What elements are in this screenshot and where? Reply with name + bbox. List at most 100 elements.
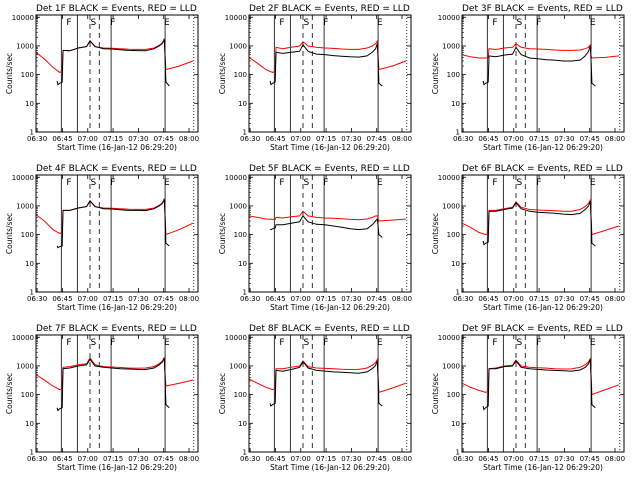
x-tick-label: 06:30 (240, 295, 260, 303)
x-tick-label: 07:45 (367, 135, 387, 143)
y-tick-label: 10000 (225, 334, 247, 342)
x-axis-label: Start Time (16-Jan-12 06:29:20) (57, 303, 177, 312)
panel-title: Det 6F BLACK = Events, RED = LLD (462, 164, 623, 174)
x-tick-label: 08:00 (179, 455, 199, 463)
x-tick-label: 06:30 (240, 455, 260, 463)
y-tick-label: 1 (243, 449, 247, 457)
interval-letter: F (110, 178, 115, 188)
interval-letter: S (304, 18, 310, 28)
series-events-line (56, 357, 170, 412)
y-tick-label: 100 (21, 391, 34, 399)
interval-letter: S (517, 178, 523, 188)
interval-letter: S (91, 18, 97, 28)
y-tick-label: 10 (451, 100, 460, 108)
interval-letter: F (536, 338, 541, 348)
y-tick-label: 10 (451, 420, 460, 428)
panel-det-2: Det 2F BLACK = Events, RED = LLD 1 10 100 10… (218, 4, 412, 152)
x-tick-label: 07:00 (504, 295, 524, 303)
y-tick-label: 100 (21, 71, 34, 79)
y-tick-label: 10 (25, 420, 34, 428)
x-tick-label: 06:45 (478, 455, 498, 463)
x-tick-label: 06:30 (27, 455, 47, 463)
y-tick-label: 1000 (229, 42, 247, 50)
x-axis-label: Start Time (16-Jan-12 06:29:20) (270, 143, 390, 152)
panel-title: Det 5F BLACK = Events, RED = LLD (249, 164, 410, 174)
y-axis-label: Counts/sec (5, 53, 14, 94)
x-tick-label: 07:30 (554, 135, 574, 143)
x-tick-label: 06:30 (453, 455, 473, 463)
x-tick-label: 06:45 (52, 455, 72, 463)
y-tick-label: 1000 (442, 42, 460, 50)
interval-letter: S (91, 178, 97, 188)
y-axis-label: Counts/sec (5, 213, 14, 254)
x-tick-label: 07:00 (78, 295, 98, 303)
x-tick-label: 07:00 (291, 295, 311, 303)
interval-letter: E (164, 338, 170, 348)
x-tick-label: 07:45 (154, 455, 174, 463)
x-tick-label: 07:30 (341, 455, 361, 463)
panel-title: Det 7F BLACK = Events, RED = LLD (36, 324, 197, 334)
y-tick-label: 10000 (12, 174, 34, 182)
x-tick-label: 07:00 (504, 135, 524, 143)
y-tick-label: 10 (451, 260, 460, 268)
x-tick-label: 07:45 (367, 455, 387, 463)
x-tick-label: 06:45 (265, 295, 285, 303)
y-axis-label: Counts/sec (218, 373, 227, 414)
x-tick-label: 08:00 (392, 295, 412, 303)
y-tick-label: 100 (447, 71, 460, 79)
interval-letter: F (66, 178, 71, 188)
y-tick-label: 100 (234, 71, 247, 79)
y-tick-label: 10 (25, 260, 34, 268)
x-tick-label: 07:45 (580, 135, 600, 143)
y-axis-label: Counts/sec (431, 53, 440, 94)
x-tick-label: 07:30 (554, 455, 574, 463)
interval-letter: F (110, 18, 115, 28)
panel-det-7: Det 7F BLACK = Events, RED = LLD 1 10 100 10… (5, 324, 199, 472)
y-tick-label: 1 (456, 449, 460, 457)
y-tick-label: 1 (243, 129, 247, 137)
interval-letter: E (164, 178, 170, 188)
y-tick-label: 100 (447, 391, 460, 399)
x-tick-label: 07:15 (316, 135, 336, 143)
x-tick-label: 07:15 (529, 455, 549, 463)
interval-letter: F (279, 338, 284, 348)
y-tick-label: 1000 (229, 202, 247, 210)
interval-letter: E (377, 18, 383, 28)
x-axis-label: Start Time (16-Jan-12 06:29:20) (270, 303, 390, 312)
interval-letter: E (377, 178, 383, 188)
series-events-line (56, 199, 170, 249)
x-axis-label: Start Time (16-Jan-12 06:29:20) (57, 143, 177, 152)
x-tick-label: 07:15 (103, 295, 123, 303)
x-tick-label: 08:00 (392, 455, 412, 463)
x-tick-label: 06:30 (240, 135, 260, 143)
series-events-line (269, 360, 383, 407)
x-tick-label: 06:45 (265, 135, 285, 143)
interval-letter: E (590, 18, 596, 28)
x-tick-label: 07:30 (341, 295, 361, 303)
interval-letter: F (492, 338, 497, 348)
series-lld-line (248, 210, 406, 222)
panel-det-9: Det 9F BLACK = Events, RED = LLD 1 10 100 10… (431, 324, 625, 472)
x-tick-label: 07:00 (78, 135, 98, 143)
x-tick-label: 07:00 (291, 455, 311, 463)
x-tick-label: 08:00 (605, 135, 625, 143)
plot-frame (248, 334, 412, 453)
y-tick-label: 1000 (442, 362, 460, 370)
y-tick-label: 1 (30, 129, 34, 137)
x-tick-label: 08:00 (605, 295, 625, 303)
y-tick-label: 100 (447, 231, 460, 239)
panel-title: Det 8F BLACK = Events, RED = LLD (249, 324, 410, 334)
x-tick-label: 07:15 (103, 455, 123, 463)
y-tick-label: 10 (238, 420, 247, 428)
series-events-line (482, 45, 596, 87)
interval-letter: E (590, 178, 596, 188)
interval-letter: F (66, 18, 71, 28)
plot-frame (461, 334, 625, 453)
y-axis-label: Counts/sec (431, 373, 440, 414)
panel-det-1: Det 1F BLACK = Events, RED = LLD 1 10 100 10… (5, 4, 199, 152)
y-axis-label: Counts/sec (218, 213, 227, 254)
x-tick-label: 07:30 (128, 135, 148, 143)
x-tick-label: 07:30 (128, 455, 148, 463)
y-axis-label: Counts/sec (5, 373, 14, 414)
